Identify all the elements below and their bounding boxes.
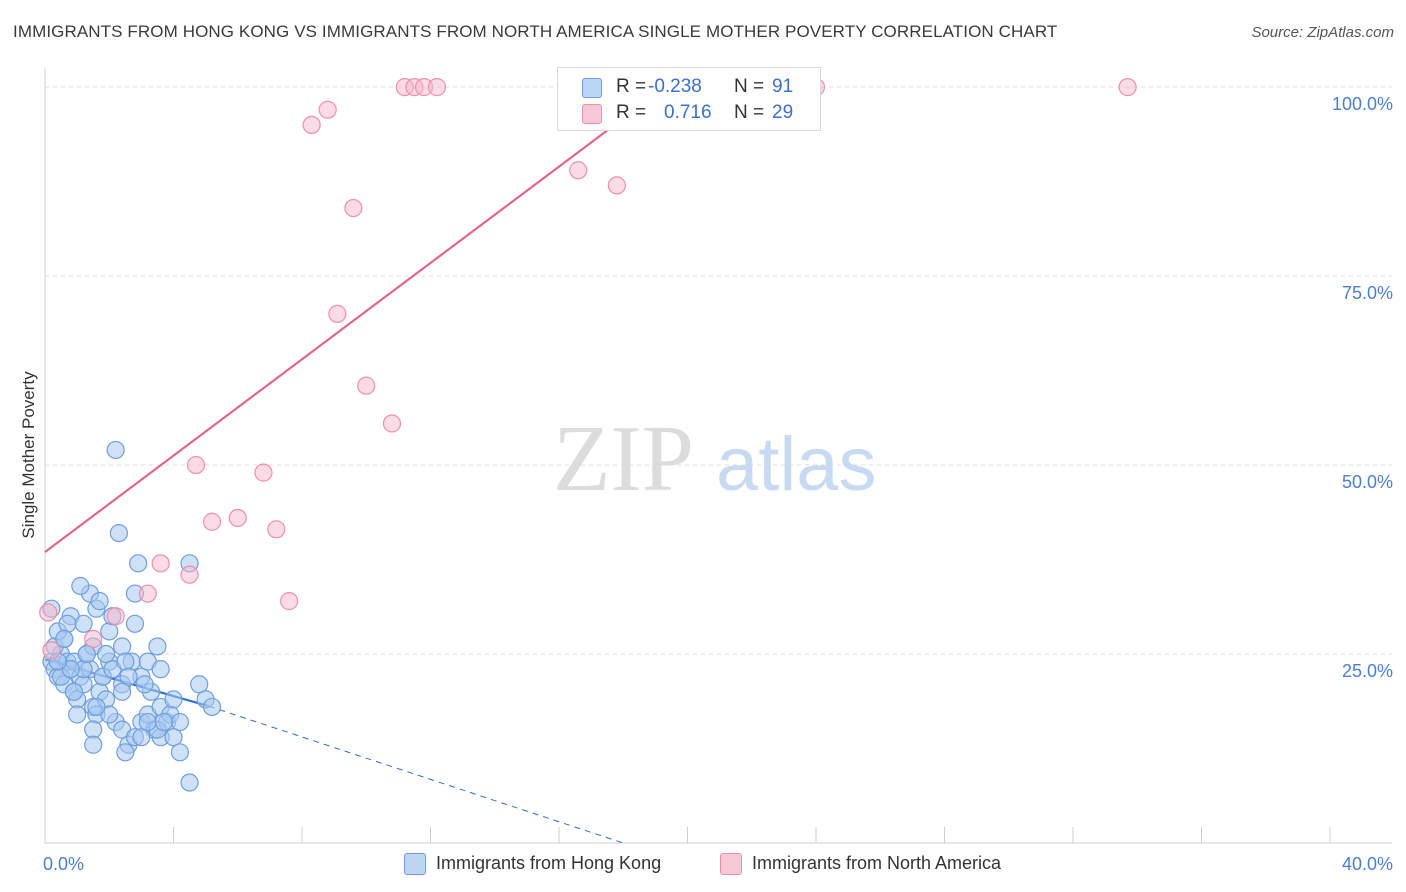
legend-n-label: N = — [734, 102, 765, 123]
bottom-legend-swatch-pink — [720, 853, 742, 875]
point-hong-kong — [84, 720, 103, 739]
legend-n-value-a: 91 — [772, 76, 794, 97]
point-hong-kong — [180, 773, 199, 792]
point-hong-kong — [112, 682, 132, 701]
point-hong-kong — [125, 614, 145, 633]
points-north-america — [39, 78, 1137, 660]
legend-r-label: R = — [616, 76, 647, 97]
point-north-america — [186, 455, 206, 475]
bottom-legend-swatch-blue — [404, 853, 426, 875]
point-north-america — [302, 115, 321, 135]
point-north-america — [151, 554, 170, 573]
trend-line-north-america — [44, 86, 666, 553]
point-hong-kong — [138, 712, 157, 732]
point-hong-kong — [116, 743, 135, 762]
point-hong-kong — [68, 705, 87, 724]
point-hong-kong — [87, 697, 106, 717]
watermark: ZIP atlas — [553, 407, 877, 511]
point-north-america — [254, 463, 273, 482]
point-hong-kong — [55, 629, 74, 649]
axes — [44, 68, 1392, 844]
point-hong-kong — [90, 592, 109, 611]
trend-line-hong-kong-extension — [208, 705, 624, 844]
point-hong-kong — [96, 644, 116, 664]
tick-labels: 25.0% 50.0% 75.0% 100.0% 0.0% 40.0% — [43, 94, 1393, 874]
source-label: Source: ZipAtlas.com — [1251, 24, 1394, 41]
grid-lines — [45, 86, 1392, 655]
point-north-america — [427, 78, 447, 97]
point-north-america — [42, 641, 61, 660]
legend-r-label: R = — [616, 102, 647, 123]
point-hong-kong — [112, 637, 132, 656]
point-hong-kong — [58, 614, 77, 633]
y-tick-label: 25.0% — [1342, 661, 1393, 681]
point-north-america — [106, 607, 125, 626]
watermark-atlas: atlas — [716, 422, 877, 507]
point-north-america — [202, 512, 222, 531]
y-tick-label: 50.0% — [1342, 472, 1393, 492]
point-north-america — [280, 592, 299, 611]
point-hong-kong — [164, 728, 183, 747]
point-hong-kong — [135, 675, 154, 694]
x-tick-label: 40.0% — [1342, 854, 1393, 874]
point-hong-kong — [170, 743, 190, 762]
legend-n-value-b: 29 — [772, 102, 794, 123]
legend-r-value-a: -0.238 — [648, 76, 702, 97]
point-hong-kong — [119, 667, 138, 686]
point-hong-kong — [74, 614, 93, 633]
point-hong-kong — [164, 690, 183, 709]
point-north-america — [84, 629, 103, 649]
point-hong-kong — [132, 728, 151, 747]
point-hong-kong — [84, 735, 103, 754]
legend-r-value-b: 0.716 — [664, 102, 712, 123]
y-axis-title: Single Mother Poverty — [19, 371, 38, 539]
legend-n-label: N = — [734, 76, 765, 97]
point-north-america — [344, 198, 363, 218]
point-north-america — [180, 565, 199, 584]
x-tick-label: 0.0% — [43, 854, 84, 874]
point-hong-kong — [170, 712, 190, 732]
point-north-america — [267, 520, 286, 539]
point-hong-kong — [71, 576, 90, 596]
point-hong-kong — [109, 523, 128, 543]
point-hong-kong — [148, 637, 167, 656]
point-north-america — [382, 414, 402, 433]
point-north-america — [39, 603, 58, 622]
point-hong-kong — [100, 622, 119, 641]
bottom-legend-label-north-america: Immigrants from North America — [752, 853, 1002, 873]
point-north-america — [1118, 78, 1137, 97]
y-tick-label: 100.0% — [1332, 94, 1393, 114]
correlation-legend: R = -0.238 N = 91 R = 0.716 N = 29 — [557, 67, 821, 131]
point-north-america — [357, 376, 376, 395]
point-hong-kong — [151, 660, 170, 679]
point-north-america — [328, 304, 347, 323]
point-hong-kong — [202, 697, 222, 717]
point-hong-kong — [106, 440, 125, 460]
point-north-america — [138, 584, 157, 603]
y-tick-label: 75.0% — [1342, 283, 1393, 303]
point-hong-kong — [64, 682, 84, 701]
watermark-zip: ZIP — [553, 407, 694, 511]
point-north-america — [318, 100, 337, 119]
legend-swatch-blue — [582, 78, 602, 98]
chart-title: IMMIGRANTS FROM HONG KONG VS IMMIGRANTS … — [13, 22, 1058, 41]
point-north-america — [607, 176, 626, 195]
point-north-america — [569, 161, 588, 180]
bottom-legend-label-hong-kong: Immigrants from Hong Kong — [436, 853, 662, 873]
point-hong-kong — [190, 675, 209, 694]
point-hong-kong — [116, 652, 135, 671]
point-hong-kong — [154, 712, 173, 732]
point-north-america — [228, 508, 247, 528]
point-hong-kong — [77, 644, 96, 664]
legend-swatch-pink — [582, 104, 602, 124]
points-hong-kong — [42, 440, 222, 792]
point-hong-kong — [129, 554, 148, 573]
